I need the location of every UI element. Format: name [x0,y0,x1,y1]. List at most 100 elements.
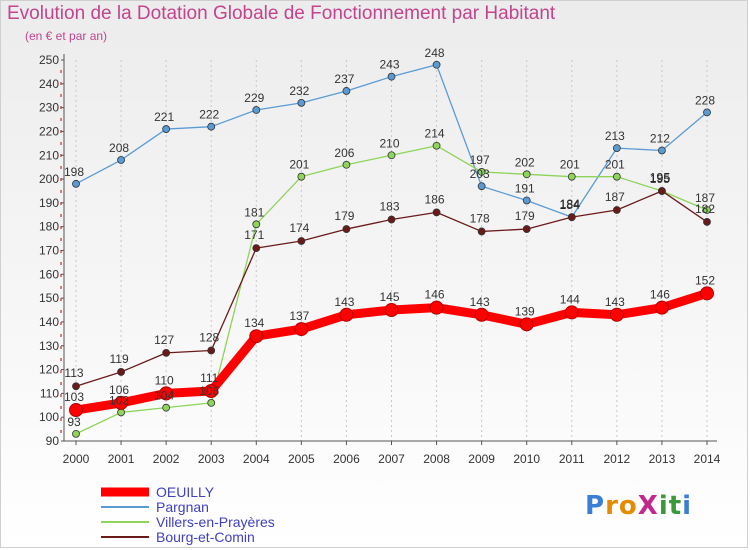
data-label: 208 [109,141,129,155]
data-point [117,368,125,376]
legend-label: OEUILLY [156,484,215,500]
y-tick-label: 90 [46,434,60,448]
y-tick-label: 140 [39,315,59,329]
data-point [658,187,666,195]
data-label: 243 [379,58,399,72]
data-point [342,87,351,95]
x-tick-label: 2005 [288,452,315,466]
data-point [342,225,351,233]
data-point [387,215,396,224]
y-tick-label: 230 [39,101,59,115]
legend-label: Villers-en-Prayères [156,514,275,530]
data-label: 202 [515,155,535,169]
data-label: 134 [244,316,264,330]
data-label: 248 [425,46,445,60]
data-label: 143 [470,295,490,309]
data-label: 113 [64,366,83,380]
x-tick-label: 2003 [198,452,225,466]
data-point [477,182,486,191]
data-point [612,144,621,153]
y-tick-label: 160 [39,267,59,281]
data-point [252,106,261,114]
data-point [384,303,399,318]
data-point [474,307,489,322]
data-point [700,286,714,301]
data-point [249,329,264,344]
data-point [703,108,711,117]
data-label: 232 [289,84,309,98]
data-point [703,206,711,214]
x-tick-label: 2011 [559,452,585,466]
data-label: 178 [470,211,490,225]
data-point [162,125,171,133]
data-label: 195 [649,171,670,185]
data-point [477,227,486,236]
data-label: 181 [244,205,264,219]
data-label: 179 [515,209,535,223]
data-label: 212 [650,131,670,145]
data-point [162,348,171,357]
data-label-layer: 103 106 110 111 134 137 143 145 146 143 139 144 143 1… [64,46,715,429]
data-point [567,172,576,181]
grid-layer [75,60,708,441]
chart-subtitle: (en € et par an) [25,29,108,43]
data-point [162,403,171,412]
data-label: 146 [650,288,670,302]
data-label: 214 [425,127,445,141]
y-tick-label: 210 [39,148,59,162]
logo-letter: t [668,491,683,521]
x-tick-label: 2004 [243,452,270,466]
data-label: 144 [560,292,580,306]
data-point [519,317,534,332]
data-label: 174 [289,221,309,235]
logo-letter: X [637,491,659,521]
y-tick-label: 190 [39,196,59,210]
legend-label: Pargnan [156,499,209,515]
y-tick-label: 110 [40,386,59,400]
y-tick-label: 250 [39,53,59,67]
data-label: 184 [560,197,580,211]
data-point [297,237,306,245]
data-label: 102 [109,393,129,407]
data-point [72,179,80,188]
x-tick-label: 2008 [423,452,450,466]
x-tick-label: 2014 [694,452,721,466]
data-point [522,196,531,205]
data-point [117,408,125,417]
data-label: 187 [605,190,625,204]
data-label: 210 [379,136,399,150]
data-point [207,346,216,355]
data-point [297,172,306,181]
data-label: 191 [515,181,535,195]
data-point [522,225,531,233]
data-point [387,151,396,160]
y-tick-label: 120 [39,363,59,377]
data-point [387,72,396,81]
y-tick-label: 130 [39,339,59,353]
y-tick-label: 220 [39,124,59,138]
data-point [432,60,441,69]
data-label: 197 [470,153,490,167]
data-point [207,122,216,131]
data-point [432,141,441,150]
data-label: 222 [199,108,219,122]
y-tick-label: 170 [39,244,59,258]
data-label: 201 [560,158,580,172]
data-label: 184 [559,198,580,212]
data-label: 103 [64,390,84,404]
proxiti-logo: ProXiti [585,491,692,521]
data-label: 143 [334,295,354,309]
data-label: 183 [379,200,399,214]
data-point [342,160,351,169]
data-point [204,383,219,398]
data-label: 171 [244,228,264,242]
data-point [522,170,531,179]
data-label: 187 [695,191,715,205]
data-point [69,403,83,418]
data-point [432,208,441,217]
data-label: 229 [244,91,264,105]
data-label: 213 [605,129,625,143]
data-label: 104 [154,389,174,403]
y-tick-label: 100 [39,410,59,424]
data-label: 179 [334,209,354,223]
